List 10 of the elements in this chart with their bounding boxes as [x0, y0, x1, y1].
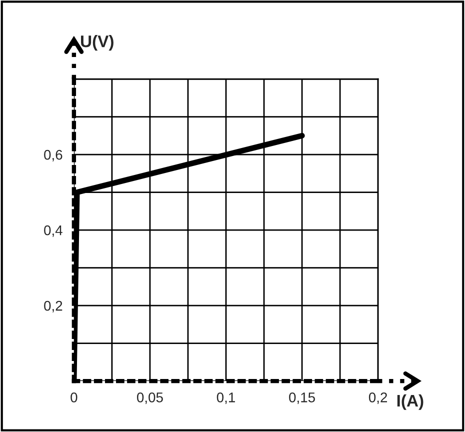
y-axis-title: U(V) [81, 35, 114, 51]
x-tick-label: 0,2 [368, 392, 387, 404]
y-tick-label: 0,2 [44, 300, 62, 312]
y-tick-label: 0,6 [44, 150, 62, 162]
x-axis-title: I(A) [397, 394, 424, 410]
y-tick-label: 0,4 [44, 225, 62, 237]
x-tick-label: 0,15 [289, 392, 315, 404]
x-tick-label: 0,1 [216, 392, 235, 404]
x-tick-label: 0,05 [136, 392, 163, 404]
x-tick-label: 0 [70, 392, 78, 402]
